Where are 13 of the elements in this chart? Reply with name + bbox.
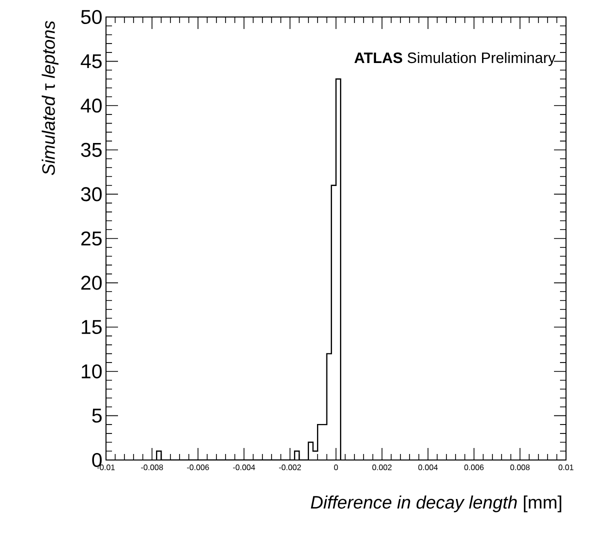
y-tick-label: 30 [81,187,102,202]
y-tick-label: 40 [80,98,102,113]
x-axis-title: Difference in decay length [mm] [310,496,562,512]
y-tick-label: 15 [82,320,102,334]
y-tick-label: 35 [81,142,102,157]
y-tick-label: 10 [82,364,102,378]
y-tick-label: 20 [81,276,102,290]
y-tick-label: 5 [92,408,102,423]
y-tick-label: 25 [81,231,102,246]
y-tick-label: 45 [80,54,102,68]
annotation: ATLAS Simulation Preliminary [354,52,556,66]
y-tick-label: 50 [81,10,102,24]
y-axis-title: Simulated τ leptons [42,20,58,176]
